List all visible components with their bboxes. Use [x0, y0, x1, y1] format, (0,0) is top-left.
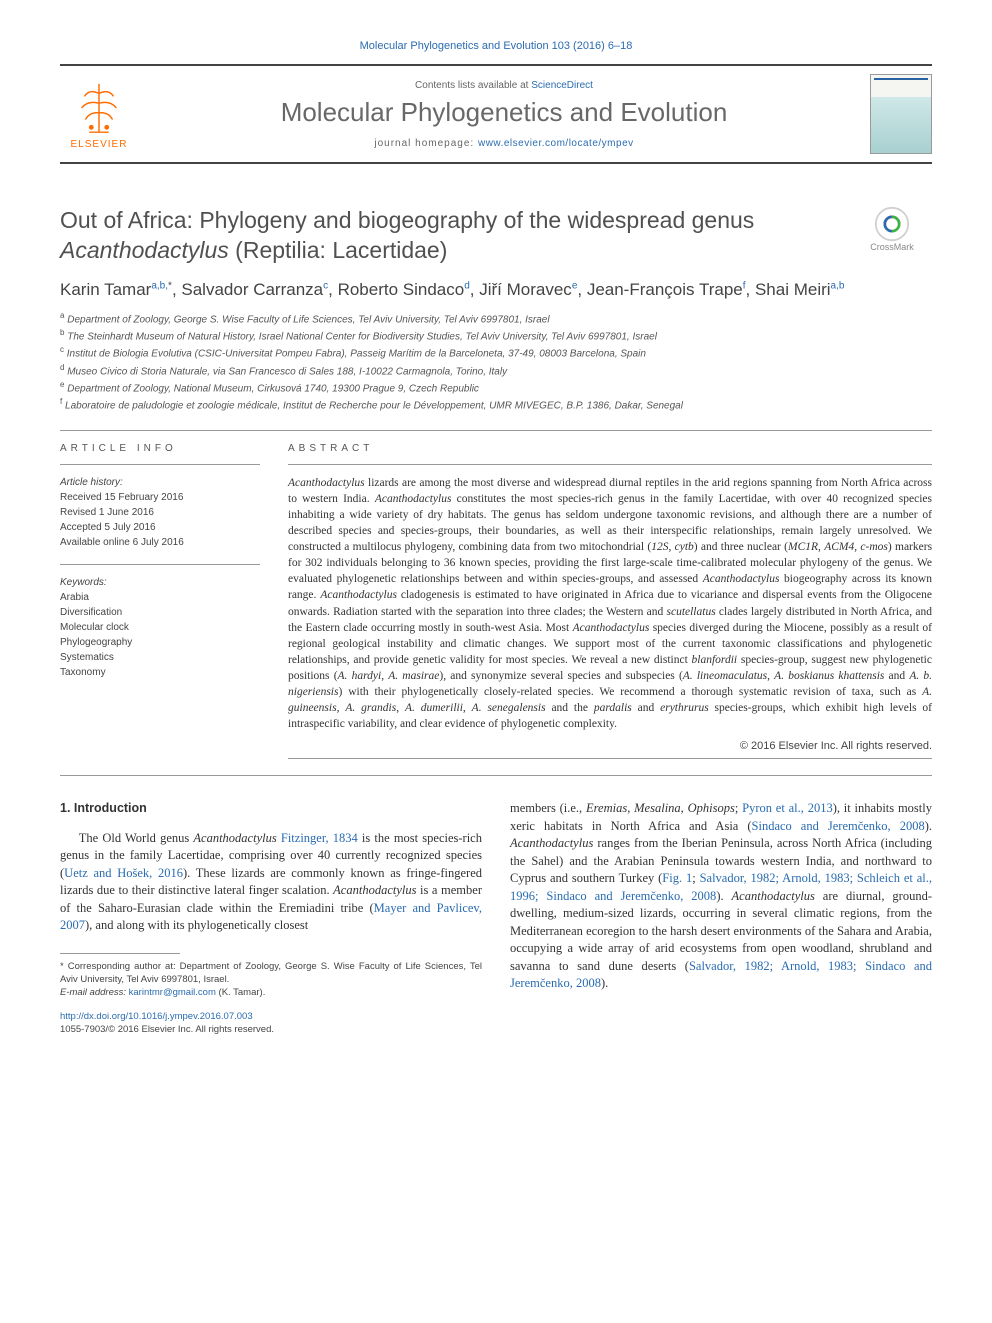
article-history: Article history: Received 15 February 20… [60, 475, 260, 550]
history-line: Received 15 February 2016 [60, 490, 260, 505]
affiliation: b The Steinhardt Museum of Natural Histo… [60, 327, 932, 344]
contents-prefix: Contents lists available at [415, 80, 528, 91]
body-column-right: members (i.e., Eremias, Mesalina, Ophiso… [510, 800, 932, 1036]
article-info-heading: ARTICLE INFO [60, 443, 260, 454]
journal-cover-thumbnail [870, 74, 932, 154]
citation-link[interactable]: Mayer and Pavlicev, 2007 [60, 901, 482, 933]
keyword: Systematics [60, 650, 260, 665]
crossmark-icon [874, 206, 910, 242]
email-label: E-mail address: [60, 987, 126, 998]
affiliation: f Laboratoire de paludologie et zoologie… [60, 396, 932, 413]
keyword: Taxonomy [60, 665, 260, 680]
issn-copyright: 1055-7903/© 2016 Elsevier Inc. All right… [60, 1024, 274, 1035]
crossmark-badge[interactable]: CrossMark [852, 206, 932, 266]
crossmark-label: CrossMark [870, 242, 914, 252]
affiliation: a Department of Zoology, George S. Wise … [60, 310, 932, 327]
tree-icon [70, 79, 128, 137]
abstract-rule [288, 758, 932, 759]
footer-separator [60, 953, 180, 954]
abstract-text: Acanthodactylus lizards are among the mo… [288, 475, 932, 733]
title-genus: Acanthodactylus [60, 237, 229, 263]
journal-title: Molecular Phylogenetics and Evolution [150, 97, 858, 128]
history-line: Accepted 5 July 2016 [60, 520, 260, 535]
article-info-sidebar: ARTICLE INFO Article history: Received 1… [60, 443, 260, 760]
divider [60, 775, 932, 776]
title-line1: Out of Africa: Phylogeny and biogeograph… [60, 207, 754, 233]
citation-link[interactable]: Fig. 1 [662, 871, 692, 885]
citation-link[interactable]: Salvador, 1982; Arnold, 1983; Schleich e… [510, 871, 932, 903]
body-columns: 1. Introduction The Old World genus Acan… [60, 800, 932, 1036]
keywords-block: Keywords: ArabiaDiversificationMolecular… [60, 575, 260, 680]
author-list: Karin Tamara,b,*, Salvador Carranzac, Ro… [60, 280, 932, 300]
abstract-heading: ABSTRACT [288, 443, 932, 454]
corresponding-author: * Corresponding author at: Department of… [60, 960, 482, 1000]
history-label: Article history: [60, 475, 260, 490]
citation-link[interactable]: Salvador, 1982; Arnold, 1983; Sindaco an… [510, 959, 932, 991]
sciencedirect-link[interactable]: ScienceDirect [531, 80, 593, 91]
title-block: Out of Africa: Phylogeny and biogeograph… [60, 206, 932, 266]
body-column-left: 1. Introduction The Old World genus Acan… [60, 800, 482, 1036]
paper-title: Out of Africa: Phylogeny and biogeograph… [60, 206, 840, 266]
publisher-name: ELSEVIER [71, 139, 128, 150]
citation-link[interactable]: Sindaco and Jeremčenko, 2008 [752, 819, 925, 833]
citation-link[interactable]: Uetz and Hošek, 2016 [64, 866, 183, 880]
homepage-line: journal homepage: www.elsevier.com/locat… [150, 138, 858, 149]
keywords-label: Keywords: [60, 575, 260, 590]
citation-header: Molecular Phylogenetics and Evolution 10… [60, 40, 932, 52]
email-link[interactable]: karintmr@gmail.com [129, 987, 216, 998]
doi-link[interactable]: http://dx.doi.org/10.1016/j.ympev.2016.0… [60, 1011, 253, 1022]
info-rule [60, 564, 260, 565]
elsevier-logo: ELSEVIER [60, 75, 138, 153]
info-rule [60, 464, 260, 465]
history-line: Available online 6 July 2016 [60, 535, 260, 550]
corr-address: * Corresponding author at: Department of… [60, 960, 482, 987]
doi-block: http://dx.doi.org/10.1016/j.ympev.2016.0… [60, 1010, 482, 1037]
abstract-rule [288, 464, 932, 465]
intro-paragraph: The Old World genus Acanthodactylus Fitz… [60, 830, 482, 935]
affiliation: c Institut de Biologia Evolutiva (CSIC-U… [60, 344, 932, 361]
history-line: Revised 1 June 2016 [60, 505, 260, 520]
section-heading-intro: 1. Introduction [60, 800, 482, 818]
masthead-center: Contents lists available at ScienceDirec… [150, 80, 858, 149]
affiliation: e Department of Zoology, National Museum… [60, 379, 932, 396]
keyword: Molecular clock [60, 620, 260, 635]
keyword: Phylogeography [60, 635, 260, 650]
abstract-column: ABSTRACT Acanthodactylus lizards are amo… [288, 443, 932, 760]
citation-link[interactable]: Fitzinger, 1834 [281, 831, 358, 845]
divider [60, 430, 932, 431]
homepage-prefix: journal homepage: [374, 138, 474, 149]
affiliation-list: a Department of Zoology, George S. Wise … [60, 310, 932, 414]
citation-link[interactable]: Pyron et al., 2013 [742, 801, 833, 815]
email-author: (K. Tamar). [219, 987, 266, 998]
abstract-copyright: © 2016 Elsevier Inc. All rights reserved… [288, 740, 932, 752]
keyword: Diversification [60, 605, 260, 620]
homepage-link[interactable]: www.elsevier.com/locate/ympev [478, 138, 634, 149]
contents-line: Contents lists available at ScienceDirec… [150, 80, 858, 91]
intro-paragraph-continued: members (i.e., Eremias, Mesalina, Ophiso… [510, 800, 932, 993]
journal-masthead: ELSEVIER Contents lists available at Sci… [60, 64, 932, 164]
keyword: Arabia [60, 590, 260, 605]
title-suffix: (Reptilia: Lacertidae) [229, 237, 448, 263]
affiliation: d Museo Civico di Storia Naturale, via S… [60, 362, 932, 379]
